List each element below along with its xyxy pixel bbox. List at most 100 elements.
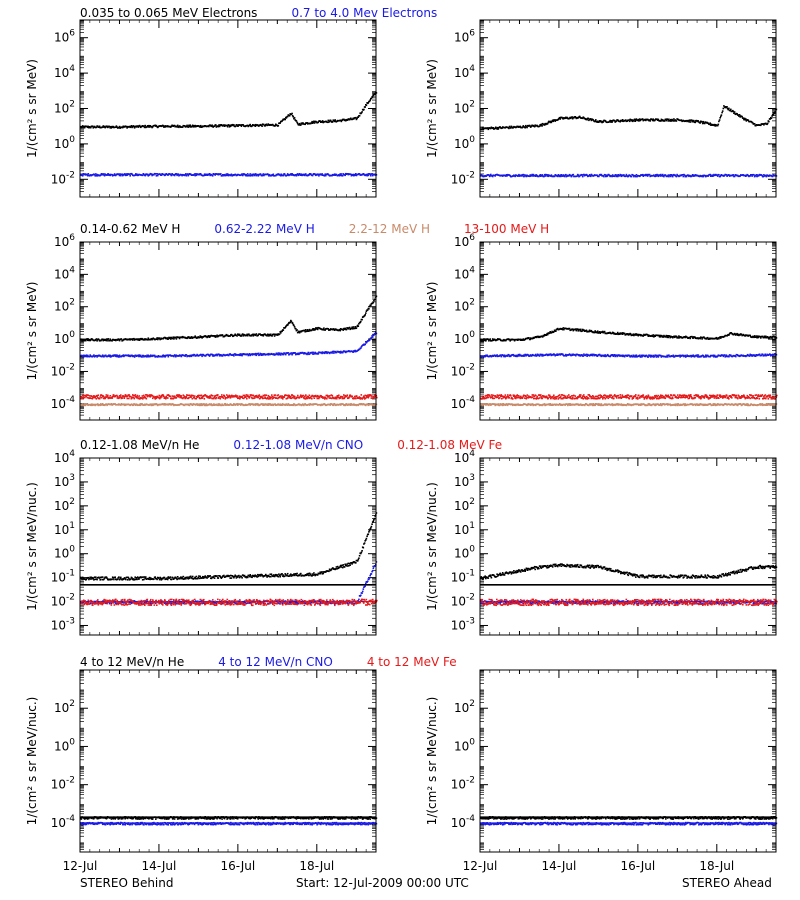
- data-point: [208, 125, 210, 128]
- data-point: [205, 355, 207, 357]
- data-point: [652, 118, 655, 120]
- data-point: [625, 173, 628, 176]
- data-point: [698, 175, 701, 178]
- data-point: [745, 120, 748, 122]
- data-point: [236, 395, 239, 397]
- data-point: [212, 395, 214, 397]
- data-point: [300, 395, 303, 398]
- data-point: [82, 173, 85, 175]
- data-point: [273, 353, 275, 355]
- data-point: [366, 174, 368, 177]
- data-point: [231, 334, 233, 336]
- data-point: [166, 397, 168, 399]
- data-point: [307, 396, 310, 398]
- data-point: [166, 354, 169, 356]
- data-point: [101, 354, 104, 356]
- data-point: [659, 175, 661, 177]
- data-point: [545, 174, 548, 176]
- data-point: [178, 336, 180, 338]
- data-point: [85, 395, 88, 398]
- data-point: [163, 355, 165, 358]
- data-point: [287, 397, 289, 399]
- data-point: [213, 397, 215, 400]
- data-point: [186, 397, 189, 400]
- data-point: [311, 329, 313, 331]
- data-point: [633, 175, 635, 178]
- data-point: [263, 397, 266, 399]
- data-point: [293, 326, 296, 328]
- data-point: [110, 126, 112, 128]
- data-point: [186, 337, 188, 340]
- data-point: [358, 397, 360, 399]
- data-point: [646, 173, 648, 176]
- data-point: [132, 404, 135, 406]
- data-point: [367, 396, 370, 399]
- data-point: [244, 173, 246, 176]
- data-point: [131, 397, 133, 400]
- data-point: [753, 174, 755, 176]
- data-point: [688, 120, 690, 123]
- data-point: [255, 403, 258, 405]
- data-point: [312, 121, 315, 124]
- data-point: [82, 394, 84, 397]
- data-point: [170, 174, 173, 177]
- data-point: [736, 174, 739, 177]
- data-point: [370, 174, 372, 177]
- data-point: [356, 325, 358, 328]
- data-point: [317, 121, 320, 124]
- data-point: [221, 394, 223, 396]
- data-point: [238, 333, 241, 336]
- data-point: [203, 174, 205, 177]
- data-point: [345, 119, 347, 122]
- data-point: [248, 397, 251, 399]
- y-axis-label: 1/(cm² s sr MeV): [25, 59, 39, 158]
- data-point: [246, 333, 248, 336]
- data-point: [350, 174, 353, 177]
- data-point: [743, 117, 746, 120]
- data-point: [169, 336, 171, 339]
- data-point: [625, 119, 627, 121]
- data-point: [691, 120, 693, 123]
- data-point: [251, 125, 253, 127]
- data-point: [205, 403, 208, 405]
- data-point: [590, 119, 593, 122]
- data-point: [304, 330, 306, 333]
- data-point: [105, 403, 108, 405]
- data-point: [260, 354, 263, 356]
- data-point: [312, 351, 315, 354]
- data-point: [334, 397, 336, 400]
- data-point: [335, 396, 338, 399]
- data-point: [232, 404, 235, 406]
- data-point: [644, 118, 646, 121]
- data-point: [646, 175, 649, 177]
- data-point: [755, 175, 757, 177]
- data-point: [146, 355, 149, 358]
- data-point: [355, 173, 357, 175]
- data-point: [745, 118, 747, 120]
- data-point: [305, 329, 307, 331]
- data-point: [321, 121, 323, 123]
- data-point: [372, 94, 375, 97]
- data-point: [254, 354, 256, 356]
- data-point: [85, 354, 88, 356]
- data-point: [156, 404, 159, 407]
- data-point: [325, 174, 327, 177]
- data-point: [238, 395, 241, 398]
- data-point: [772, 114, 775, 116]
- data-point: [255, 396, 258, 398]
- data-point: [244, 396, 246, 399]
- data-point: [133, 396, 135, 399]
- data-point: [303, 397, 306, 400]
- data-point: [193, 173, 196, 175]
- data-point: [482, 128, 485, 131]
- data-point: [596, 174, 598, 176]
- data-point: [339, 397, 342, 399]
- data-point: [180, 355, 183, 358]
- data-point: [260, 124, 263, 127]
- data-point: [503, 338, 505, 341]
- data-point: [306, 352, 309, 355]
- data-point: [96, 356, 98, 358]
- data-point: [297, 352, 300, 355]
- data-point: [359, 396, 361, 399]
